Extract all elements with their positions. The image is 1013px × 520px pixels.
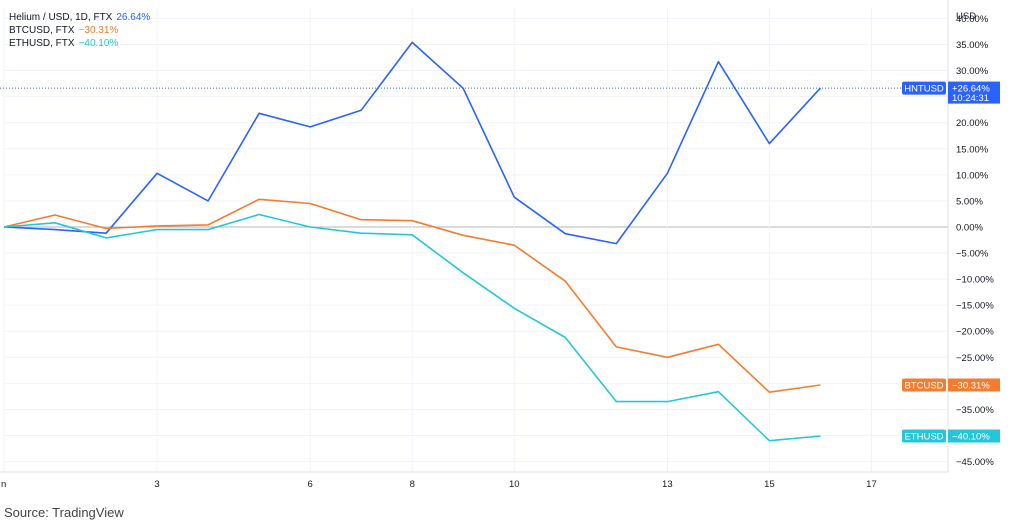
price-tag-value-bg-eth	[948, 429, 1000, 443]
y-tick-label: 15.00%	[956, 144, 989, 155]
price-tag-value-eth: −40.10%	[952, 431, 990, 442]
price-tag-btc: BTCUSD −30.31%	[902, 378, 1000, 392]
x-tick-label: 8	[410, 479, 415, 490]
x-tick-label: 3	[154, 479, 159, 490]
price-tag-eth: ETHUSD −40.10%	[902, 429, 1000, 443]
legend-eth-name: ETHUSD, FTX	[9, 38, 75, 49]
legend-hnt-name: Helium / USD, 1D, FTX	[9, 12, 113, 23]
x-tick-label: 15	[764, 479, 775, 490]
source-caption: Source: TradingView	[4, 505, 124, 520]
legend-btc[interactable]: BTCUSD, FTX −30.31%	[9, 24, 150, 37]
y-tick-label: 35.00%	[956, 40, 989, 51]
chart: 40.00%35.00%30.00%25.00%20.00%15.00%10.0…	[0, 0, 1000, 490]
x-tick-label: 10	[509, 479, 520, 490]
price-tag-value-hnt: +26.64%	[952, 83, 990, 94]
price-tag-value-btc: −30.31%	[952, 380, 990, 391]
price-tag-symbol-btc: BTCUSD	[904, 380, 943, 391]
series-line-eth	[3, 213, 821, 442]
price-tag-symbol-hnt: HNTUSD	[904, 83, 944, 94]
legend-hnt[interactable]: Helium / USD, 1D, FTX 26.64%	[9, 11, 150, 24]
y-tick-label: 10.00%	[956, 170, 989, 181]
legend-hnt-value: 26.64%	[116, 12, 151, 23]
y-tick-label: −10.00%	[956, 275, 994, 286]
price-tag-value-bg-hnt	[948, 81, 1000, 104]
legend-eth[interactable]: ETHUSD, FTX −40.10%	[9, 37, 150, 50]
y-tick-label: 0.00%	[956, 222, 983, 233]
grid	[3, 8, 948, 472]
price-tag-time-hnt: 10:24:31	[952, 93, 989, 104]
price-tag-value-bg-btc	[948, 378, 1000, 392]
y-tick-label: 40.00%	[956, 14, 989, 25]
y-tick-label: −35.00%	[956, 405, 994, 416]
legend-eth-value: −40.10%	[78, 38, 119, 49]
y-tick-label: −20.00%	[956, 327, 994, 338]
y-tick-label: 5.00%	[956, 196, 983, 207]
legend: Helium / USD, 1D, FTX 26.64% BTCUSD, FTX −…	[9, 11, 150, 50]
price-tag-symbol-bg-eth	[902, 429, 946, 443]
x-tick-label: n	[1, 479, 6, 490]
series-line-btc	[3, 198, 821, 394]
axes: 40.00%35.00%30.00%25.00%20.00%15.00%10.0…	[0, 0, 994, 490]
price-tags: HNTUSD +26.64%10:24:31 BTCUSD −30.31% ETHUSD…	[902, 81, 1000, 443]
price-tag-symbol-bg-hnt	[902, 81, 946, 95]
currency-label: USD	[956, 11, 976, 22]
price-tag-symbol-bg-btc	[902, 378, 946, 392]
y-tick-label: −5.00%	[956, 249, 989, 260]
y-tick-label: −45.00%	[956, 457, 994, 468]
x-tick-label: 17	[866, 479, 877, 490]
legend-btc-name: BTCUSD, FTX	[9, 25, 75, 36]
price-tag-symbol-eth: ETHUSD	[904, 431, 943, 442]
legend-btc-value: −30.31%	[78, 25, 119, 36]
y-tick-label: 30.00%	[956, 66, 989, 77]
x-tick-label: 13	[662, 479, 673, 490]
x-tick-label: 6	[308, 479, 313, 490]
series-layer	[0, 41, 948, 442]
y-tick-label: 20.00%	[956, 118, 989, 129]
price-tag-hnt: HNTUSD +26.64%10:24:31	[902, 81, 1000, 104]
y-tick-label: −15.00%	[956, 301, 994, 312]
y-tick-label: −25.00%	[956, 353, 994, 364]
series-line-hnt	[3, 41, 821, 245]
